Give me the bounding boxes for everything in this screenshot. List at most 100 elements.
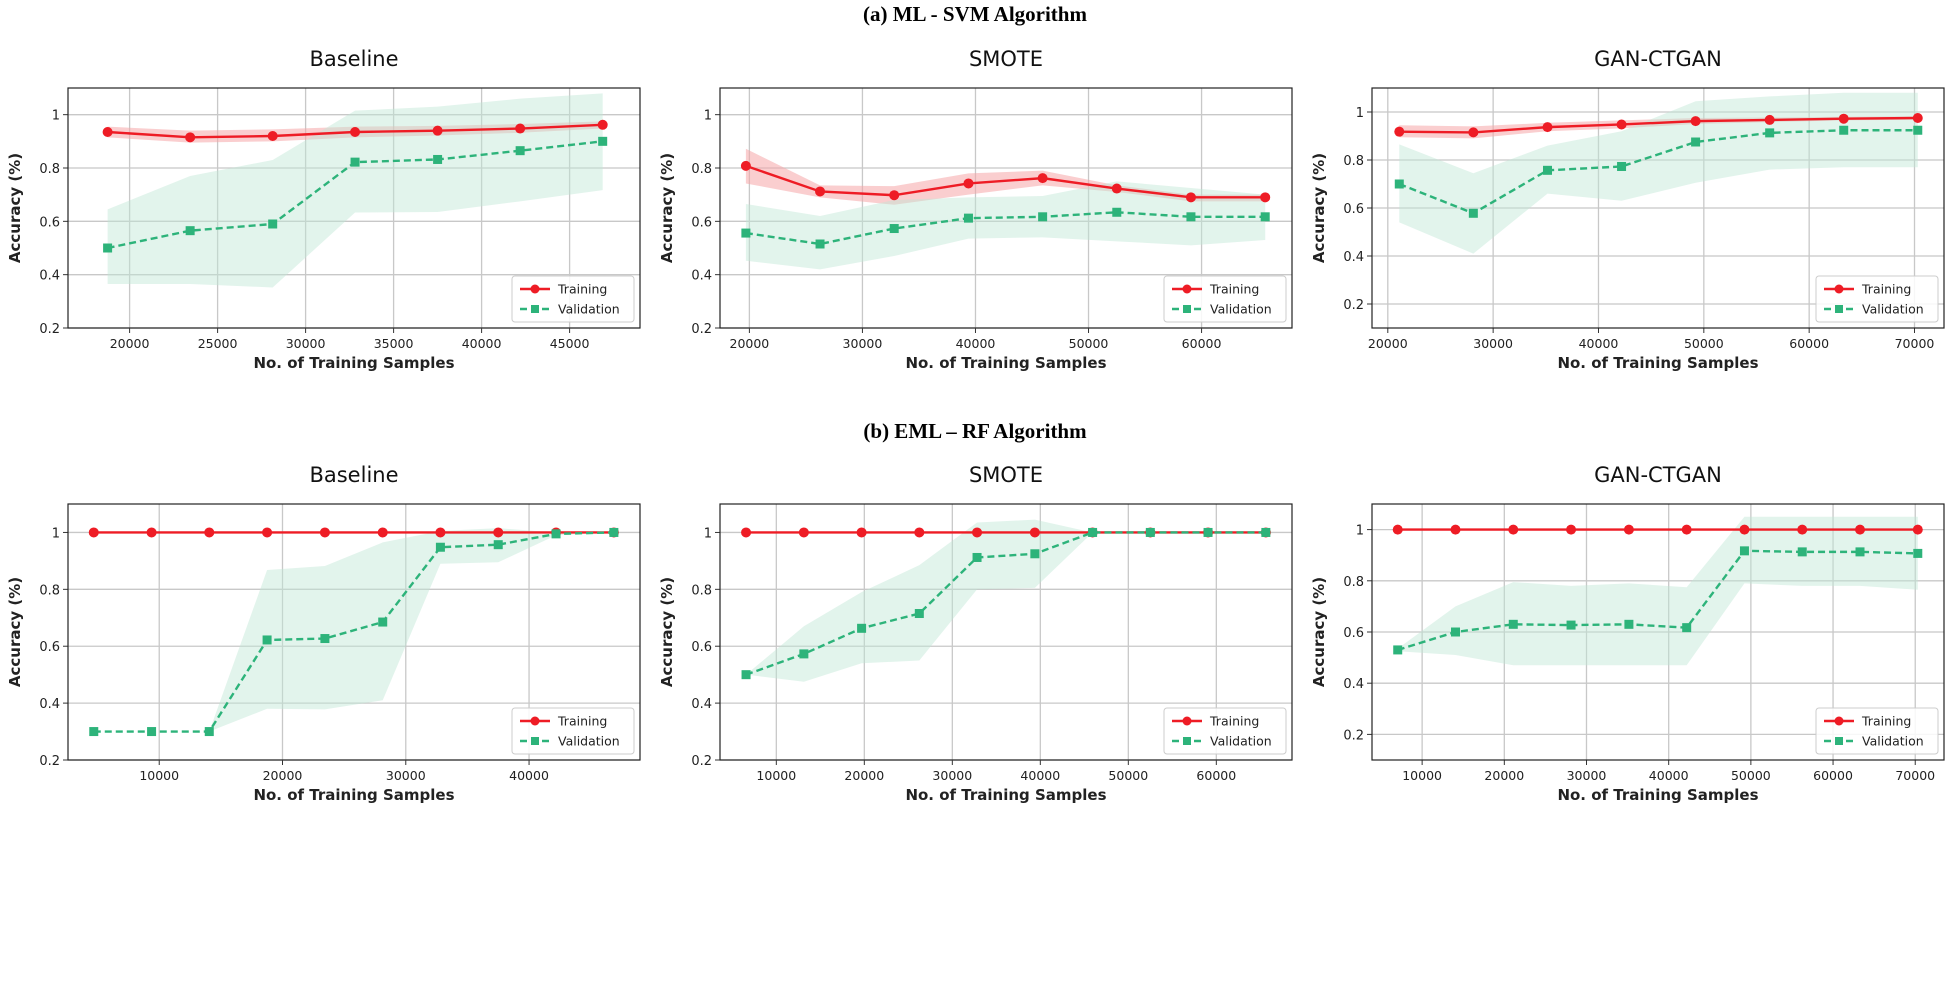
data-point-validation (103, 243, 113, 253)
data-point-training (267, 131, 278, 141)
x-tick-label: 40000 (956, 336, 996, 351)
series-line-validation (1398, 129, 1918, 215)
data-point-training (1838, 113, 1849, 124)
x-tick-label: 35000 (374, 336, 414, 351)
data-point-validation (268, 219, 278, 229)
legend-label-validation: Validation (1210, 302, 1272, 317)
data-point-training (798, 527, 809, 538)
series-line-validation (1397, 549, 1918, 652)
panel-svm-gan: GAN-CTGAN 20000 30000 40000 50000 60000 70000 0… (1304, 36, 1950, 426)
data-point-validation (963, 213, 973, 223)
legend-marker-validation (1835, 305, 1843, 313)
y-axis-label: Accuracy (%) (1310, 153, 1328, 263)
data-point-validation (1038, 212, 1048, 222)
chart-title: SMOTE (969, 463, 1043, 487)
data-point-validation (1765, 128, 1775, 138)
x-axis-label: No. of Training Samples (1557, 786, 1758, 804)
confidence-band-validation (1397, 516, 1918, 666)
legend-marker-training (1182, 284, 1192, 294)
chart-rf-gan: GAN-CTGAN 10000 20000 30000 40000 50000 60000 7… (1310, 463, 1945, 804)
data-point-training (1508, 524, 1519, 535)
data-point-training (432, 125, 443, 136)
data-point-validation (147, 727, 157, 737)
data-point-validation (1450, 627, 1460, 637)
data-point-validation (741, 670, 751, 680)
chart-rf-smote: SMOTE 10000 20000 30000 40000 50000 60000 0.2 0.… (658, 463, 1293, 804)
data-point-training (914, 527, 925, 538)
data-point-validation (857, 623, 867, 633)
x-tick-label: 20000 (1368, 336, 1408, 351)
data-point-validation (1682, 623, 1692, 633)
data-point-training (146, 527, 157, 538)
data-point-validation (815, 239, 825, 249)
data-point-validation (1393, 645, 1403, 655)
chart-svm-gan: GAN-CTGAN 20000 30000 40000 50000 60000 70000 0… (1310, 47, 1945, 372)
row-title-svm: (a) ML - SVM Algorithm (863, 2, 1087, 26)
legend-box (511, 707, 635, 755)
data-point-training (1566, 524, 1577, 535)
data-point-training (741, 527, 752, 538)
chart-title: SMOTE (969, 47, 1043, 71)
data-point-training (597, 119, 608, 130)
legend-box (511, 275, 635, 323)
data-point-training (1185, 192, 1196, 203)
data-point-training (1681, 524, 1692, 535)
data-point-validation (433, 154, 443, 164)
confidence-band-validation (745, 181, 1266, 270)
legend-marker-training (1182, 716, 1192, 726)
x-tick-label: 20000 (844, 768, 884, 783)
chart-rf-baseline: Baseline 10000 20000 30000 40000 0.2 0.4 0.6 0.8… (6, 463, 641, 804)
data-point-training (515, 123, 526, 134)
data-point-training (493, 527, 504, 538)
data-point-training (972, 527, 983, 538)
data-point-validation (1691, 137, 1701, 147)
data-point-validation (89, 727, 99, 737)
legend-label-validation: Validation (558, 302, 620, 317)
data-point-validation (1542, 165, 1552, 175)
y-axis-label: Accuracy (%) (6, 577, 24, 687)
data-point-training (377, 527, 388, 538)
y-tick-label: 0.2 (691, 322, 712, 337)
series-line-validation (93, 531, 614, 733)
legend-label-training: Training (557, 714, 607, 729)
series-line-training (1399, 116, 1918, 134)
x-tick-label: 40000 (1020, 768, 1060, 783)
legend-box (1815, 707, 1939, 755)
x-tick-label: 30000 (932, 768, 972, 783)
plot-area (1394, 92, 1923, 254)
y-tick-label: 0.4 (1343, 250, 1364, 265)
legend-marker-validation (531, 737, 539, 745)
data-point-training (435, 527, 446, 538)
legend-label-validation: Validation (1210, 734, 1272, 749)
data-point-validation (185, 226, 195, 236)
data-point-training (740, 160, 751, 171)
legend-marker-training (530, 284, 540, 294)
panel-rf-smote: SMOTE 10000 20000 30000 40000 50000 60000 0.2 0.… (652, 452, 1302, 842)
x-tick-label: 20000 (263, 768, 303, 783)
data-point-training (1797, 524, 1808, 535)
data-point-training (102, 127, 113, 137)
panel-rf-gan: GAN-CTGAN 10000 20000 30000 40000 50000 60000 7… (1304, 452, 1950, 842)
data-point-training (1690, 116, 1701, 127)
chart-title: GAN-CTGAN (1594, 463, 1722, 487)
y-tick-label: 0.6 (691, 640, 712, 655)
data-point-training (1855, 524, 1866, 535)
panel-rf-baseline: Baseline 10000 20000 30000 40000 0.2 0.4 0.6 0.8… (0, 452, 650, 842)
y-tick-label: 0.2 (1343, 298, 1364, 313)
x-tick-label: 40000 (462, 336, 502, 351)
y-tick-label: 0.8 (1343, 154, 1364, 169)
data-point-training (319, 527, 330, 538)
panel-svm-smote: SMOTE 20000 30000 40000 50000 60000 0.2 0.4 0.6 0… (652, 36, 1302, 426)
data-point-validation (1566, 620, 1576, 630)
axes-frame (719, 87, 1293, 329)
chart-title: GAN-CTGAN (1594, 47, 1722, 71)
y-tick-label: 1 (704, 109, 712, 124)
legend-label-training: Training (1209, 282, 1259, 297)
data-point-validation (1839, 125, 1849, 135)
axes-frame (1371, 87, 1945, 329)
y-tick-label: 0.2 (1343, 728, 1364, 743)
data-point-validation (551, 529, 561, 539)
y-tick-label: 0.4 (39, 697, 60, 712)
x-tick-label: 25000 (198, 336, 238, 351)
legend-label-validation: Validation (1862, 302, 1924, 317)
